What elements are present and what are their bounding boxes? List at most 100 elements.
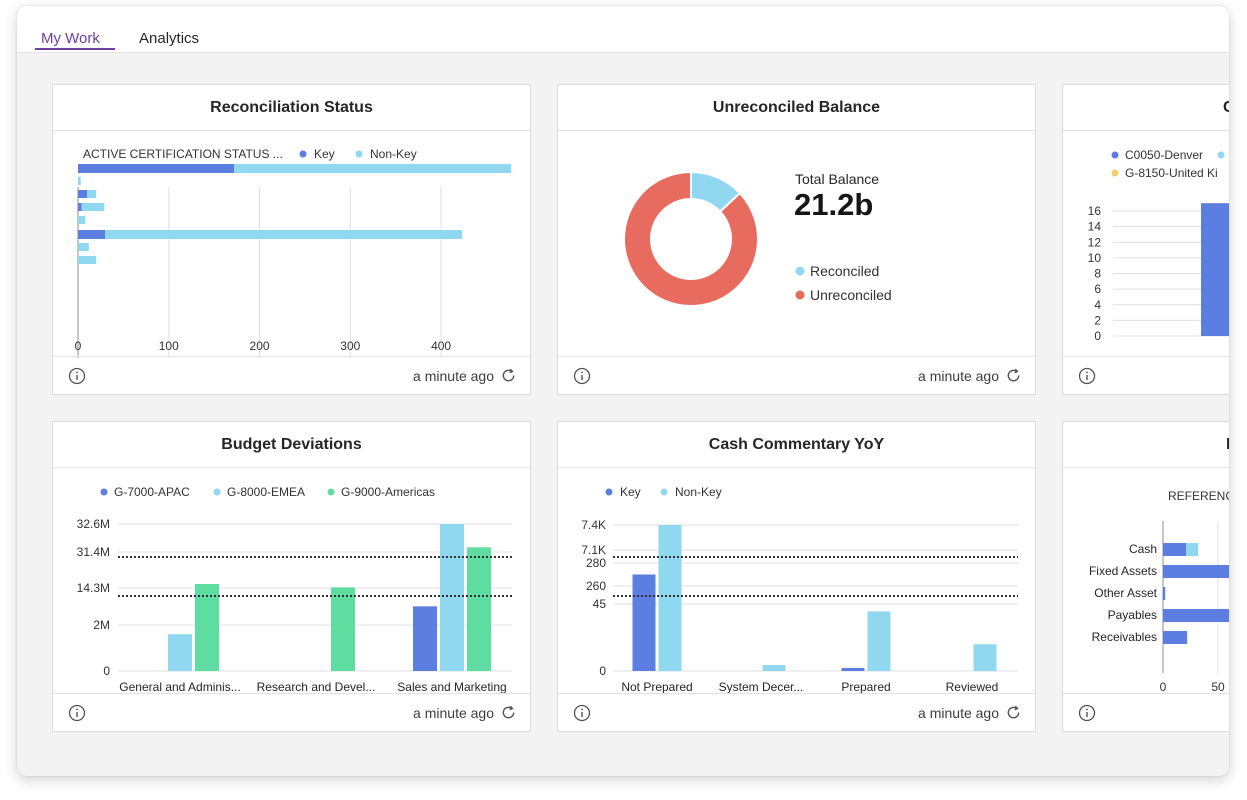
bar-primary[interactable] <box>1163 565 1229 578</box>
legend-key-label[interactable]: Key <box>314 147 335 161</box>
refresh-icon[interactable] <box>1005 704 1022 721</box>
bar-non-key[interactable] <box>762 665 786 671</box>
y-tick-label: 0 <box>1094 329 1101 343</box>
legend-unreconciled-swatch <box>795 290 805 300</box>
card-title: Unreconciled Balance <box>558 85 1035 131</box>
x-tick-label: 0 <box>1160 680 1167 694</box>
legend-denver-label[interactable]: C0050-Denver <box>1125 148 1203 162</box>
refresh-icon[interactable] <box>1005 367 1022 384</box>
bar-key[interactable] <box>78 203 82 211</box>
bar-primary[interactable] <box>1163 587 1166 600</box>
bar-primary[interactable] <box>1163 609 1229 622</box>
legend-non-key-swatch <box>660 488 668 496</box>
unreconciled-balance-chart: Total Balance 21.2b Reconciled Unreconci… <box>623 170 892 307</box>
y-tick-label: 280 <box>586 556 606 570</box>
bar-non-key[interactable] <box>105 230 462 239</box>
x-tick-label: Not Prepared <box>621 680 692 694</box>
legend-non-key-label[interactable]: Non-Key <box>370 147 417 161</box>
x-tick-label: Research and Devel... <box>257 680 376 694</box>
y-tick-label: Receivables <box>1092 630 1157 644</box>
info-icon[interactable] <box>1078 704 1096 722</box>
bar-non-key[interactable] <box>78 256 97 264</box>
refresh-icon[interactable] <box>500 704 517 721</box>
legend-title: ACTIVE CERTIFICATION STATUS ... <box>83 147 283 161</box>
last-updated-text: a minute ago <box>918 705 999 721</box>
card-footer <box>1063 356 1229 394</box>
legend-americas-swatch <box>327 488 335 496</box>
legend-reconciled-label[interactable]: Reconciled <box>810 263 879 279</box>
bar-non-key[interactable] <box>973 644 997 671</box>
bar-reference[interactable] <box>1186 543 1199 556</box>
active-tab-indicator <box>35 48 115 50</box>
tab-analytics[interactable]: Analytics <box>139 30 200 47</box>
last-updated-text: a minute ago <box>413 705 494 721</box>
bar-g-9000-americas[interactable] <box>467 547 491 671</box>
bar-non-key[interactable] <box>867 611 891 671</box>
legend-uk-label[interactable]: G-8150-United Ki <box>1125 166 1218 180</box>
y-tick-label: 8 <box>1094 267 1101 281</box>
bar-primary[interactable] <box>1163 631 1188 644</box>
bar-non-key[interactable] <box>81 203 105 211</box>
y-tick-label: 12 <box>1088 235 1102 249</box>
legend-uk-swatch <box>1111 169 1119 177</box>
legend-americas-label[interactable]: G-9000-Americas <box>341 485 435 499</box>
info-icon[interactable] <box>573 704 591 722</box>
y-tick-label: 14 <box>1088 220 1102 234</box>
reconciliation-status-card: Reconciliation Status ACTIVE CERTIFICATI… <box>52 84 531 395</box>
y-tick-label: 14.3M <box>77 581 110 595</box>
x-tick-label: 100 <box>159 339 179 353</box>
legend-key-label[interactable]: Key <box>620 485 641 499</box>
y-tick-label: 0 <box>599 664 606 678</box>
info-icon[interactable] <box>68 704 86 722</box>
budget-deviations-chart: G-7000-APAC G-8000-EMEA G-9000-Americas … <box>77 485 512 694</box>
bar-key[interactable] <box>78 190 88 198</box>
legend-unreconciled-label[interactable]: Unreconciled <box>810 287 892 303</box>
sixth-chart-card: E REFERENC 0 50 Cash Fixed Assets Other Asse… <box>1062 421 1229 732</box>
donut-slice-unreconciled[interactable] <box>623 170 759 307</box>
y-tick-label: Fixed Assets <box>1089 564 1157 578</box>
y-tick-label: Cash <box>1129 542 1157 556</box>
legend-apac-label[interactable]: G-7000-APAC <box>114 485 190 499</box>
bar-g-8000-emea[interactable] <box>168 634 192 671</box>
legend-swatch <box>1217 151 1225 159</box>
bar-non-key[interactable] <box>78 177 81 185</box>
bar-non-key[interactable] <box>658 525 682 671</box>
bar-non-key[interactable] <box>234 164 512 173</box>
bar-primary[interactable] <box>1163 543 1187 556</box>
bar-non-key[interactable] <box>78 243 89 251</box>
y-tick-label: 7.4K <box>581 518 606 532</box>
legend-reconciled-swatch <box>795 266 805 276</box>
bar-g-9000-americas[interactable] <box>331 587 355 671</box>
legend-non-key-label[interactable]: Non-Key <box>675 485 722 499</box>
refresh-icon[interactable] <box>500 367 517 384</box>
unreconciled-balance-card: Unreconciled Balance Total Balance 21.2b… <box>557 84 1036 395</box>
bar-key[interactable] <box>632 574 656 672</box>
bar-key[interactable] <box>78 164 235 173</box>
info-icon[interactable] <box>68 367 86 385</box>
bar-key[interactable] <box>841 668 865 671</box>
bar-non-key[interactable] <box>78 216 86 224</box>
info-icon[interactable] <box>1078 367 1096 385</box>
x-tick-label: Reviewed <box>946 680 999 694</box>
reconciliation-status-chart: ACTIVE CERTIFICATION STATUS ... Key Non-… <box>75 147 512 358</box>
tab-my-work[interactable]: My Work <box>41 30 100 47</box>
bar-g-9000-americas[interactable] <box>195 584 219 671</box>
y-tick-label: 0 <box>103 664 110 678</box>
y-tick-label: 4 <box>1094 298 1101 312</box>
bar-denver[interactable] <box>1201 203 1229 336</box>
bar-non-key[interactable] <box>87 190 97 198</box>
cash-commentary-card: Cash Commentary YoY Key Non-Key 0 45 260 28… <box>557 421 1036 732</box>
info-icon[interactable] <box>573 367 591 385</box>
y-tick-label: 32.6M <box>77 517 110 531</box>
y-tick-label: 260 <box>586 579 606 593</box>
y-tick-label: Other Asset <box>1094 586 1157 600</box>
card-footer: a minute ago <box>53 356 530 394</box>
y-tick-label: 16 <box>1088 204 1102 218</box>
legend-apac-swatch <box>100 488 108 496</box>
bar-g-7000-apac[interactable] <box>413 606 437 671</box>
bar-key[interactable] <box>78 230 106 239</box>
legend-emea-label[interactable]: G-8000-EMEA <box>227 485 305 499</box>
bar-g-8000-emea[interactable] <box>440 524 464 671</box>
budget-deviations-card: Budget Deviations G-7000-APAC G-8000-EME… <box>52 421 531 732</box>
